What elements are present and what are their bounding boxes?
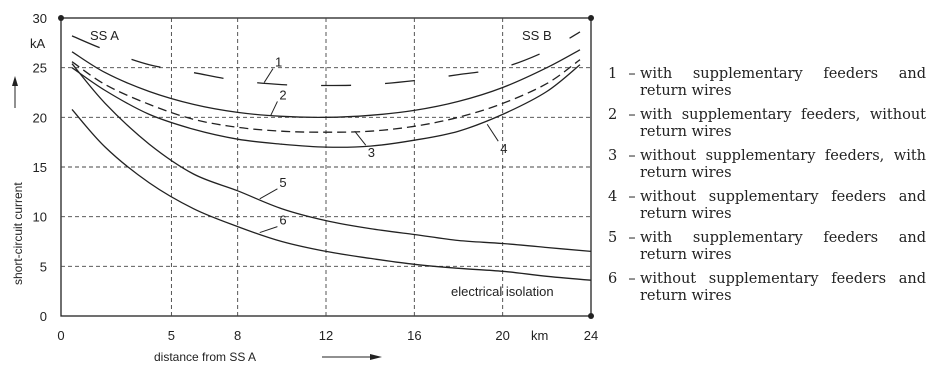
legend-dash: – bbox=[628, 107, 636, 123]
x-axis-title: distance from SS A bbox=[154, 350, 256, 364]
y-unit-label: kA bbox=[30, 36, 46, 51]
electrical-isolation-label: electrical isolation bbox=[451, 284, 554, 299]
legend-text: without supplementary feeders, with retu… bbox=[640, 148, 926, 181]
ss-b-marker-top bbox=[588, 15, 594, 21]
grid-lines bbox=[61, 18, 591, 316]
legend-text: with supplementary feeders and return wi… bbox=[640, 66, 926, 99]
legend-text: without supplementary feeders and return… bbox=[640, 189, 926, 222]
y-axis-arrow-head bbox=[12, 76, 18, 86]
legend-number: 2 bbox=[608, 107, 618, 123]
legend-number: 5 bbox=[608, 230, 618, 246]
x-axis-arrow-head bbox=[370, 354, 382, 360]
y-tick-label: 30 bbox=[33, 11, 47, 26]
legend-dash: – bbox=[628, 230, 636, 246]
x-tick-label: 5 bbox=[168, 328, 175, 343]
isolation-marker bbox=[588, 313, 594, 319]
legend-item-5: 5– with supplementary feeders and return … bbox=[608, 230, 926, 264]
series-line-4 bbox=[71, 64, 581, 148]
curve-number-2: 2 bbox=[279, 87, 286, 102]
series-line-5 bbox=[71, 63, 592, 253]
curve-leader-3 bbox=[354, 130, 367, 146]
legend-dash: – bbox=[628, 189, 636, 205]
curve-number-labels: 1 2 3 4 5 6 bbox=[259, 55, 507, 234]
x-tick-label: 16 bbox=[407, 328, 421, 343]
curve-leader-4 bbox=[486, 124, 499, 142]
x-tick-label: 8 bbox=[234, 328, 241, 343]
curve-leader-5 bbox=[259, 188, 278, 200]
y-tick-label: 0 bbox=[40, 309, 47, 324]
legend: 1– with supplementary feeders and return … bbox=[608, 66, 926, 312]
y-axis-title: short-circuit current bbox=[11, 182, 25, 285]
series-line-3 bbox=[71, 59, 581, 133]
ss-b-label: SS B bbox=[522, 28, 552, 43]
series-line-2 bbox=[71, 49, 581, 119]
legend-text: without supplementary feeders and return… bbox=[640, 271, 926, 304]
legend-dash: – bbox=[628, 148, 636, 164]
curve-number-1: 1 bbox=[275, 55, 282, 70]
x-tick-label: 20 bbox=[495, 328, 509, 343]
y-tick-label: 10 bbox=[33, 210, 47, 225]
y-tick-label: 20 bbox=[33, 110, 47, 125]
legend-item-2: 2– with supplementary feeders, without re… bbox=[608, 107, 926, 141]
curve-number-5: 5 bbox=[279, 175, 286, 190]
y-tick-label: 5 bbox=[40, 259, 47, 274]
legend-number: 4 bbox=[608, 189, 618, 205]
legend-dash: – bbox=[628, 271, 636, 287]
x-tick-label: 0 bbox=[57, 328, 64, 343]
legend-dash: – bbox=[628, 66, 636, 82]
legend-item-3: 3– without supplementary feeders, with re… bbox=[608, 148, 926, 182]
y-tick-label: 15 bbox=[33, 160, 47, 175]
legend-item-4: 4– without supplementary feeders and retu… bbox=[608, 189, 926, 223]
series-line-1 bbox=[71, 31, 581, 87]
series-line-6 bbox=[71, 108, 592, 281]
legend-number: 1 bbox=[608, 66, 618, 82]
x-tick-label: 12 bbox=[319, 328, 333, 343]
x-unit-label: km bbox=[531, 328, 548, 343]
legend-text: with supplementary feeders, without retu… bbox=[640, 107, 926, 140]
ss-a-marker bbox=[58, 15, 64, 21]
ss-a-label: SS A bbox=[90, 28, 119, 43]
curve-number-3: 3 bbox=[368, 145, 375, 160]
legend-item-1: 1– with supplementary feeders and return … bbox=[608, 66, 926, 100]
y-tick-label: 25 bbox=[33, 61, 47, 76]
curve-number-4: 4 bbox=[500, 141, 507, 156]
legend-item-6: 6– without supplementary feeders and retu… bbox=[608, 271, 926, 305]
legend-number: 6 bbox=[608, 271, 618, 287]
legend-number: 3 bbox=[608, 148, 618, 164]
series-lines bbox=[71, 31, 592, 281]
x-tick-label: 24 bbox=[584, 328, 598, 343]
curve-number-6: 6 bbox=[279, 213, 286, 228]
curve-leader-2 bbox=[270, 101, 278, 116]
curve-leader-1 bbox=[263, 68, 274, 83]
curve-leader-6 bbox=[259, 226, 278, 234]
legend-text: with supplementary feeders and return wi… bbox=[640, 230, 926, 263]
